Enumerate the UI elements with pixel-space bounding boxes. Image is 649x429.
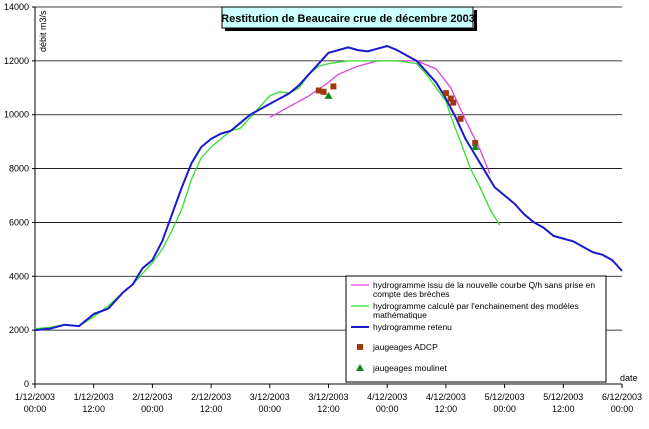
x-tick-label-time: 12:00 [435, 404, 458, 414]
x-tick-label: 4/12/2003 [367, 392, 407, 402]
legend-label: jaugeages ADCP [372, 342, 438, 352]
scatter-markers [315, 83, 480, 151]
moulinet-marker [471, 143, 480, 151]
legend-label: compte des brèches [373, 289, 450, 299]
adcp-marker [320, 88, 327, 95]
legend-label: jaugeages moulinet [372, 363, 447, 373]
y-tick-label: 10000 [4, 110, 29, 120]
x-tick-label: 5/12/2003 [485, 392, 525, 402]
x-tick-label-time: 00:00 [259, 404, 282, 414]
x-tick-label: 2/12/2003 [191, 392, 231, 402]
x-tick-label: 3/12/2003 [250, 392, 290, 402]
x-tick-label: 5/12/2003 [543, 392, 583, 402]
x-tick-label-time: 00:00 [493, 404, 516, 414]
x-tick-label: 1/12/2003 [74, 392, 114, 402]
y-tick-label: 6000 [9, 217, 29, 227]
adcp-marker [442, 90, 449, 97]
x-tick-label: 2/12/2003 [132, 392, 172, 402]
x-tick-label-time: 00:00 [24, 404, 47, 414]
legend-label: hydrogramme issu de la nouvelle courbe Q… [373, 280, 595, 290]
adcp-marker [450, 99, 457, 106]
legend-marker-swatch-5 [356, 364, 364, 371]
legend: hydrogramme issu de la nouvelle courbe Q… [345, 275, 607, 383]
series-lines [34, 45, 623, 332]
y-tick-label: 12000 [4, 56, 29, 66]
legend-label: hydrogramme retenu [373, 322, 452, 332]
y-tick-label: 0 [24, 379, 29, 389]
gridlines [35, 6, 622, 331]
y-tick-label: 14000 [4, 2, 29, 12]
x-tick-label-time: 12:00 [317, 404, 340, 414]
x-axis-title: date [620, 373, 638, 383]
legend-label: hydrogramme calculé par l'enchainement d… [373, 301, 579, 311]
x-tick-label-time: 00:00 [611, 404, 634, 414]
x-tick-label-time: 12:00 [200, 404, 223, 414]
x-tick-labels: 1/12/2003 00:00 1/12/2003 12:00 2/12/2003 00:… [15, 392, 642, 414]
adcp-marker [330, 83, 337, 90]
axes [32, 6, 623, 388]
x-tick-label-time: 00:00 [376, 404, 399, 414]
legend-marker-swatch-4 [357, 344, 363, 350]
adcp-marker [472, 139, 479, 146]
adcp-marker [457, 115, 464, 122]
y-tick-label: 4000 [9, 271, 29, 281]
adcp-marker [315, 87, 322, 94]
chart-title: Restitution de Beaucaire crue de décembr… [221, 13, 475, 25]
x-tick-label: 6/12/2003 [602, 392, 642, 402]
y-tick-label: 2000 [9, 325, 29, 335]
x-tick-label-time: 00:00 [141, 404, 164, 414]
x-tick-label: 3/12/2003 [308, 392, 348, 402]
x-tick-label: 4/12/2003 [426, 392, 466, 402]
chart-title-box: Restitution de Beaucaire crue de décembr… [221, 6, 477, 31]
y-tick-labels: 0 2000 4000 6000 8000 10000 12000 14000 [4, 2, 29, 389]
adcp-marker [447, 95, 454, 102]
x-tick-label-time: 12:00 [552, 404, 575, 414]
moulinet-marker [324, 91, 333, 99]
x-tick-label: 1/12/2003 [15, 392, 55, 402]
y-axis-title: débit m3/s [38, 10, 48, 52]
series-line-3 [34, 45, 623, 332]
series-line-1 [269, 60, 491, 175]
y-tick-label: 8000 [9, 164, 29, 174]
legend-label: mathématique [373, 310, 427, 320]
x-tick-label-time: 12:00 [82, 404, 105, 414]
